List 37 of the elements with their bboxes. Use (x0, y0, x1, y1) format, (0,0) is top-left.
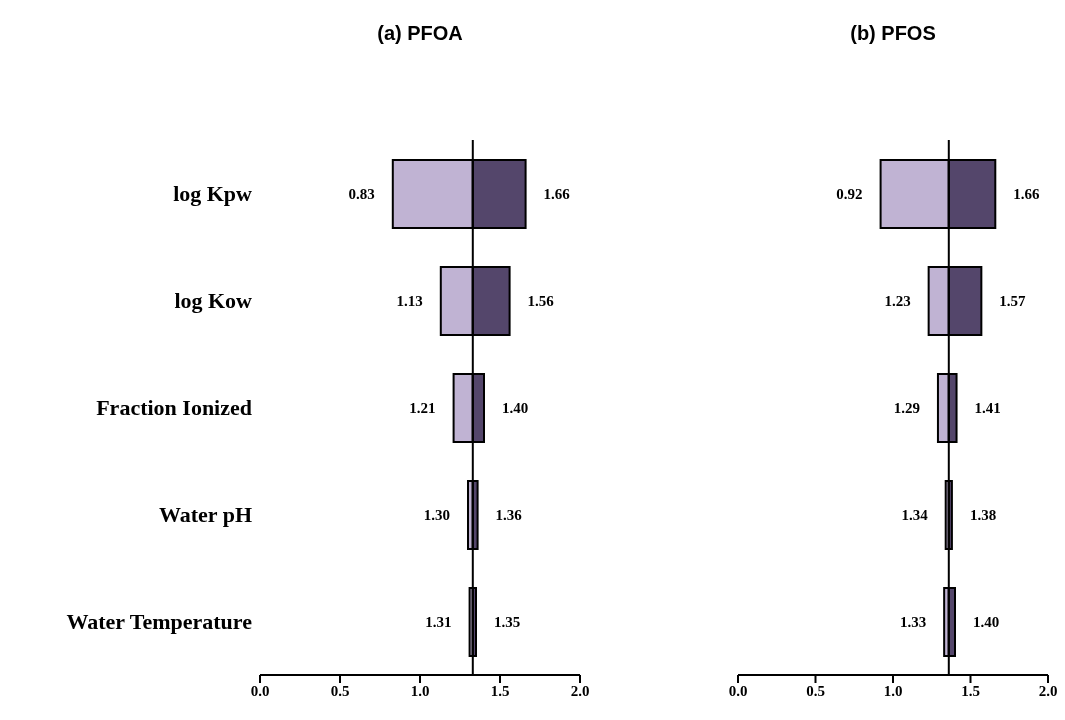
annotation: 1.29 (893, 399, 920, 416)
annotation: 1.57 (999, 292, 1027, 309)
x-tick-label: 2.0 (1038, 682, 1058, 699)
x-tick-label: 1.5 (961, 682, 980, 699)
x-tick-label: 1.5 (490, 682, 510, 699)
annotation: 1.31 (425, 613, 452, 630)
annotation: 1.66 (1013, 185, 1041, 202)
annotation: 1.33 (899, 613, 927, 630)
annotation: 1.35 (494, 613, 521, 630)
annotation: 1.23 (884, 292, 911, 309)
annotation: 1.36 (495, 506, 523, 523)
annotation: 1.56 (527, 292, 555, 309)
annotation: 1.34 (901, 506, 929, 523)
y-tick-label: log Kow (174, 288, 253, 314)
annotation: 0.83 (348, 185, 375, 202)
annotation: 1.66 (543, 185, 571, 202)
annotation: 1.21 (409, 399, 436, 416)
x-tick-label: 0.5 (330, 682, 350, 699)
x-tick-label: 0.0 (728, 682, 748, 699)
y-tick-label: Fraction Ionized (96, 395, 252, 421)
chart-title: (b) PFOS (849, 22, 937, 45)
y-tick-label: Water pH (158, 502, 252, 528)
x-tick-label: 2.0 (570, 682, 590, 699)
annotation: 1.41 (974, 399, 1001, 416)
annotation: 1.40 (973, 613, 1000, 630)
annotation: 1.40 (502, 399, 529, 416)
annotation: 1.38 (969, 506, 997, 523)
annotation: 1.30 (423, 506, 450, 523)
x-tick-label: 0.5 (806, 682, 825, 699)
annotation: 1.13 (396, 292, 423, 309)
y-tick-label: log Kpw (173, 181, 253, 207)
x-tick-label: 0.0 (250, 682, 270, 699)
x-tick-label: 1.0 (410, 682, 430, 699)
x-tick-label: 1.0 (883, 682, 903, 699)
annotation: 0.92 (836, 185, 863, 202)
chart-title: (a) PFOA (376, 22, 464, 45)
y-tick-label: Water Temperature (66, 609, 253, 635)
